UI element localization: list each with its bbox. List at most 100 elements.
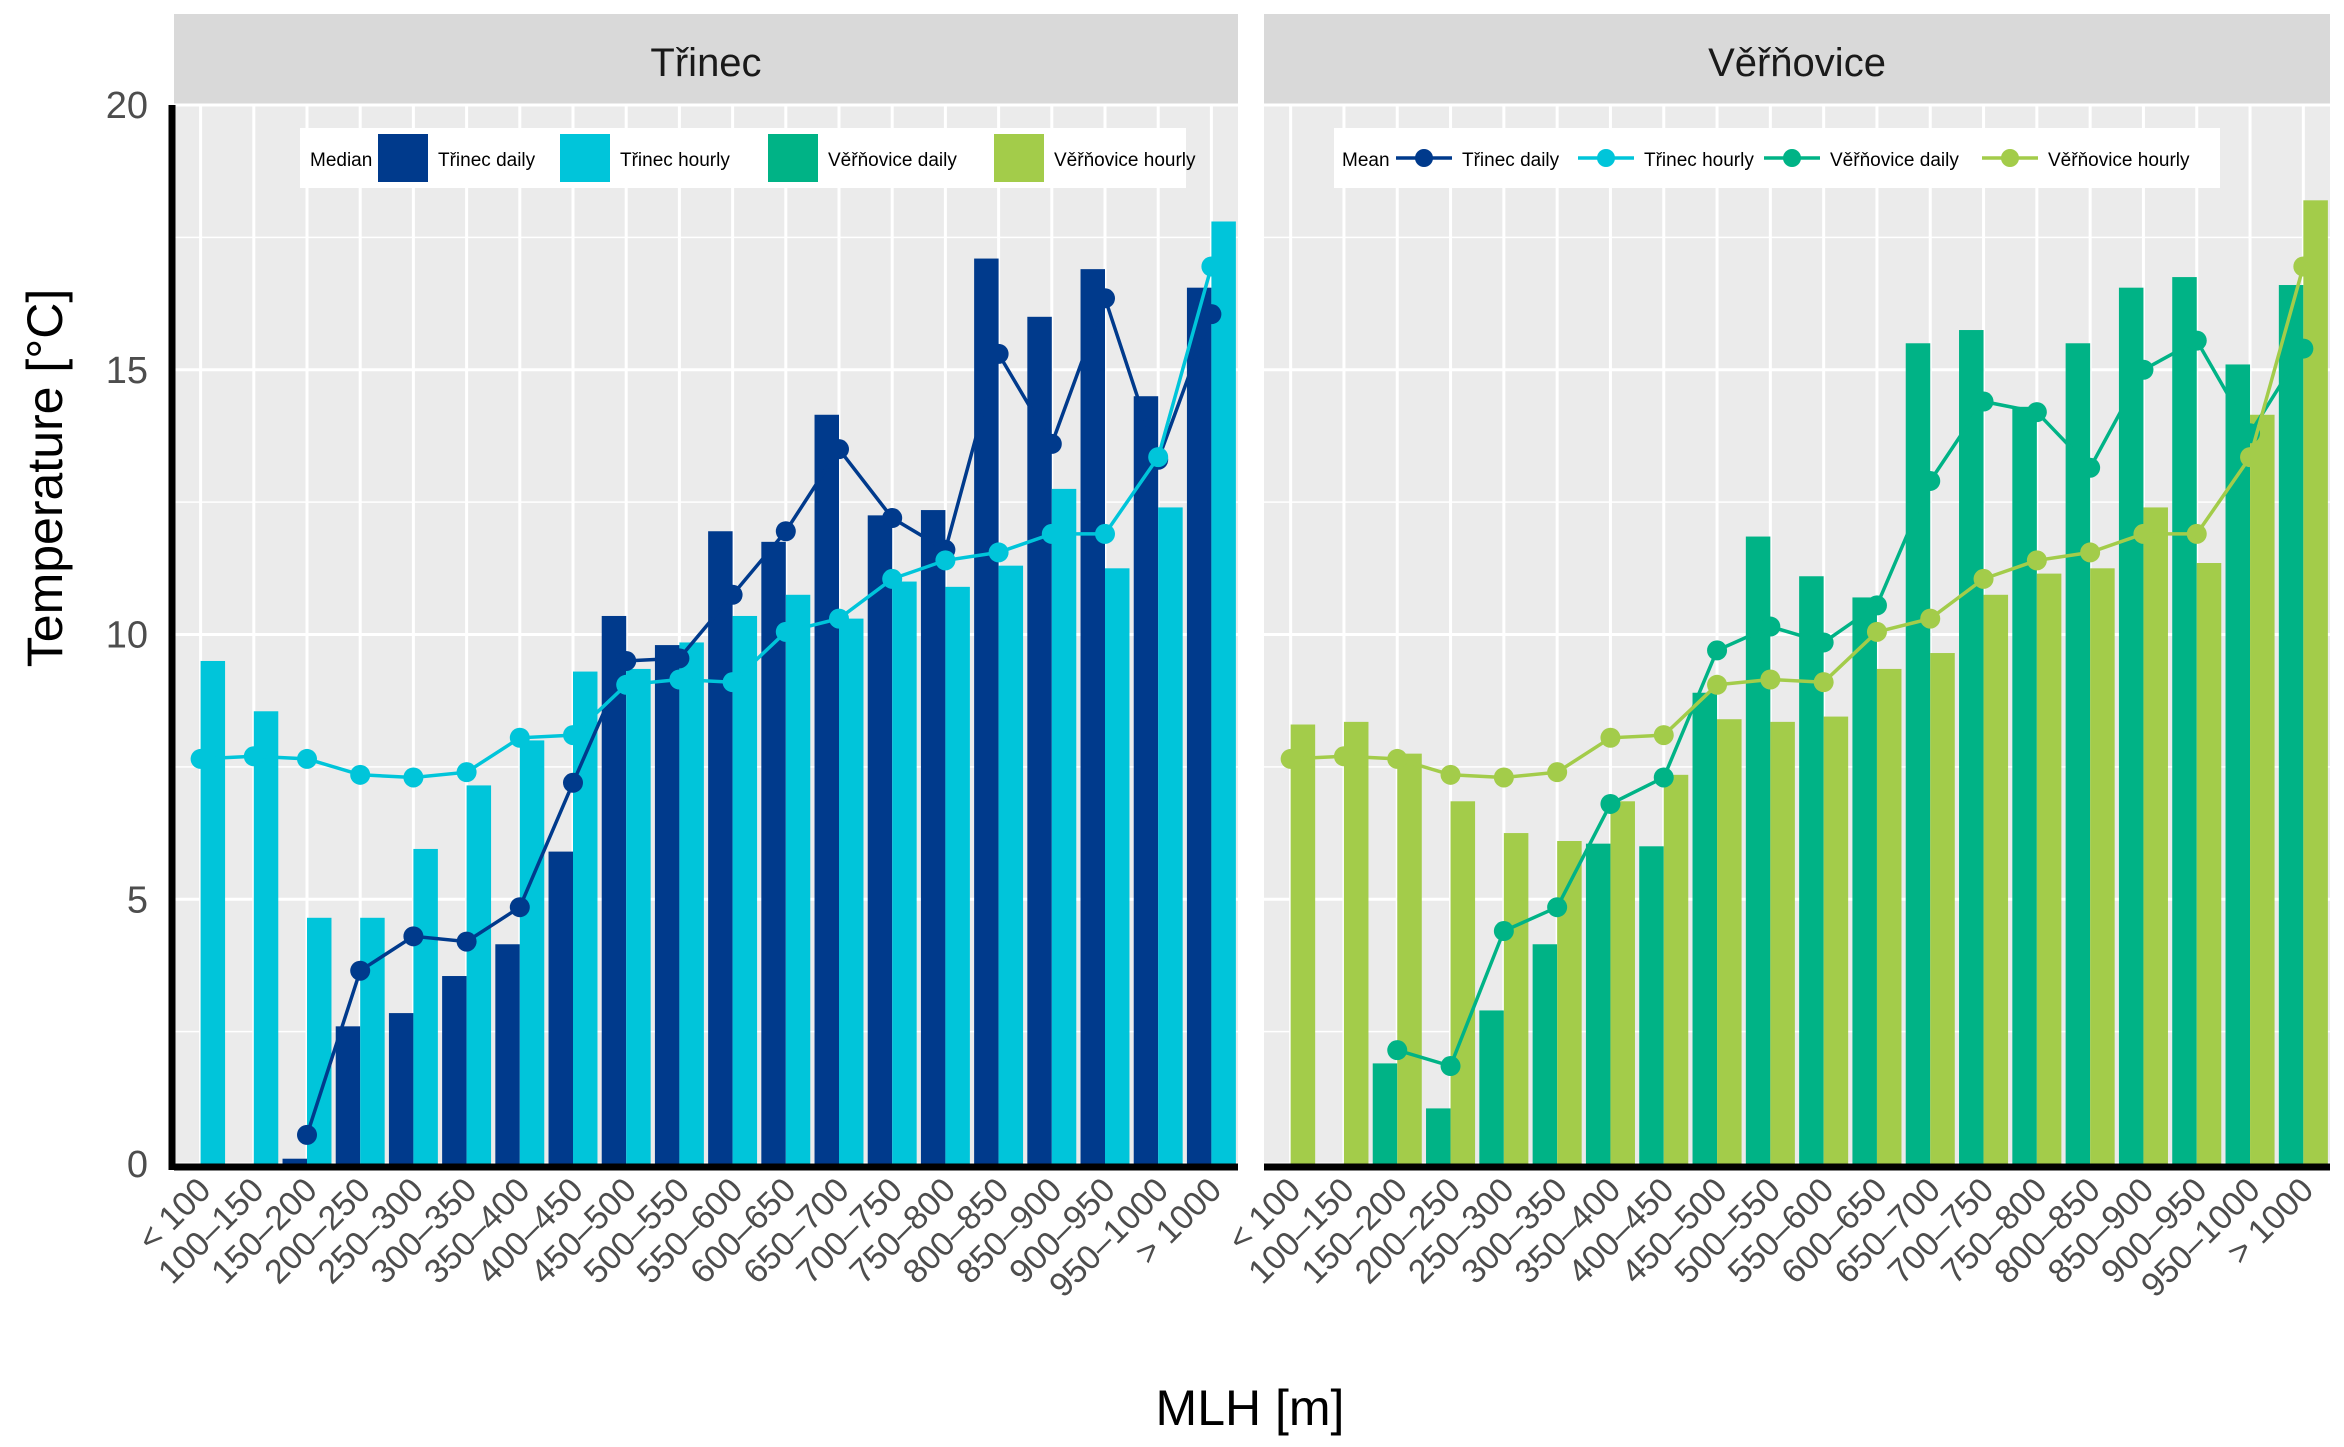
data-point — [456, 762, 477, 783]
bar — [1930, 653, 1955, 1164]
bar — [2250, 414, 2275, 1164]
bar — [626, 668, 651, 1164]
data-point — [1600, 727, 1621, 748]
legend-key-point — [2001, 149, 2019, 167]
data-point — [829, 439, 849, 460]
data-point — [243, 746, 264, 767]
data-point — [1493, 767, 1514, 788]
bar — [1905, 343, 1931, 1164]
bar — [1211, 221, 1236, 1165]
bar — [1051, 488, 1077, 1164]
data-point — [1095, 288, 1115, 309]
bar — [1663, 774, 1689, 1164]
bar — [442, 976, 467, 1164]
data-point — [1653, 725, 1674, 746]
bar — [785, 594, 811, 1164]
x-axis-title: MLH [m] — [1156, 1380, 1345, 1436]
legend-key — [994, 134, 1044, 182]
data-point — [2293, 338, 2314, 359]
bar — [1532, 944, 1558, 1164]
legend-label: Třinec daily — [438, 150, 536, 171]
y-tick-label: 20 — [106, 85, 148, 127]
bar — [1717, 719, 1742, 1164]
bar — [1852, 597, 1877, 1164]
legend: Median Třinec daily Třinec hourly Věřňovice… — [300, 128, 1196, 188]
bar — [839, 618, 864, 1164]
data-point — [1920, 470, 1941, 491]
bar — [573, 671, 598, 1164]
data-point — [2026, 402, 2047, 423]
data-point — [1387, 1040, 1408, 1061]
data-point — [1707, 674, 1728, 695]
bar — [1503, 833, 1529, 1164]
data-point — [1866, 595, 1887, 616]
bar — [945, 586, 970, 1164]
bar — [1823, 716, 1849, 1164]
bar — [2012, 406, 2037, 1164]
data-point — [456, 931, 477, 952]
data-point — [2080, 542, 2101, 563]
data-point — [1201, 256, 1222, 277]
bar — [867, 515, 893, 1164]
bar — [814, 414, 839, 1164]
data-point — [1440, 1056, 1461, 1077]
data-point — [1653, 767, 1674, 788]
data-point — [1547, 762, 1568, 783]
bar — [892, 581, 917, 1164]
data-point — [1973, 568, 1994, 589]
bar — [732, 615, 758, 1164]
data-point — [2240, 447, 2261, 468]
bar — [495, 944, 520, 1164]
legend-key-point — [1597, 149, 1615, 167]
data-point — [403, 767, 424, 788]
data-point — [1280, 748, 1301, 769]
data-point — [1148, 447, 1169, 468]
bar — [1343, 721, 1369, 1164]
bar — [1745, 536, 1771, 1164]
data-point — [2133, 359, 2154, 380]
legend-key-point — [1415, 149, 1433, 167]
data-point — [1041, 523, 1062, 544]
y-tick-label: 5 — [127, 879, 148, 921]
data-point — [1333, 746, 1354, 767]
bar — [1983, 594, 2009, 1164]
legend-key-point — [1783, 149, 1801, 167]
bar — [974, 258, 999, 1164]
y-tick-label: 10 — [106, 615, 148, 657]
facet-strip — [1264, 14, 2330, 105]
y-tick-label: 0 — [127, 1144, 148, 1186]
bar — [2225, 364, 2251, 1165]
legend: Mean Třinec daily Třinec hourly Věřňovice d… — [1334, 128, 2220, 188]
bar — [1692, 692, 1718, 1164]
data-point — [1760, 616, 1781, 637]
bar — [2196, 563, 2222, 1164]
bar — [2303, 200, 2328, 1164]
bar — [1639, 846, 1664, 1164]
bar — [1426, 1108, 1451, 1164]
data-point — [616, 674, 637, 695]
facet-title: Třinec — [650, 41, 761, 85]
data-point — [722, 672, 743, 693]
data-point — [988, 542, 1009, 563]
data-point — [1095, 523, 1115, 544]
bar — [1770, 721, 1795, 1164]
legend-label: Věřňovice hourly — [1054, 150, 1196, 171]
data-point — [882, 568, 903, 589]
bar — [1158, 507, 1183, 1164]
data-point — [2080, 457, 2101, 478]
legend-label: Třinec daily — [1462, 150, 1560, 171]
data-point — [509, 897, 530, 918]
data-point — [882, 508, 903, 529]
facet-strip — [174, 14, 1238, 105]
data-point — [563, 725, 583, 746]
data-point — [350, 960, 371, 981]
bars-group — [200, 221, 1236, 1165]
data-point — [935, 550, 956, 571]
bar — [1397, 753, 1422, 1164]
data-point — [669, 648, 690, 669]
bar — [388, 1013, 414, 1164]
data-point — [403, 926, 424, 947]
bar — [1290, 724, 1316, 1164]
data-point — [2186, 523, 2207, 544]
